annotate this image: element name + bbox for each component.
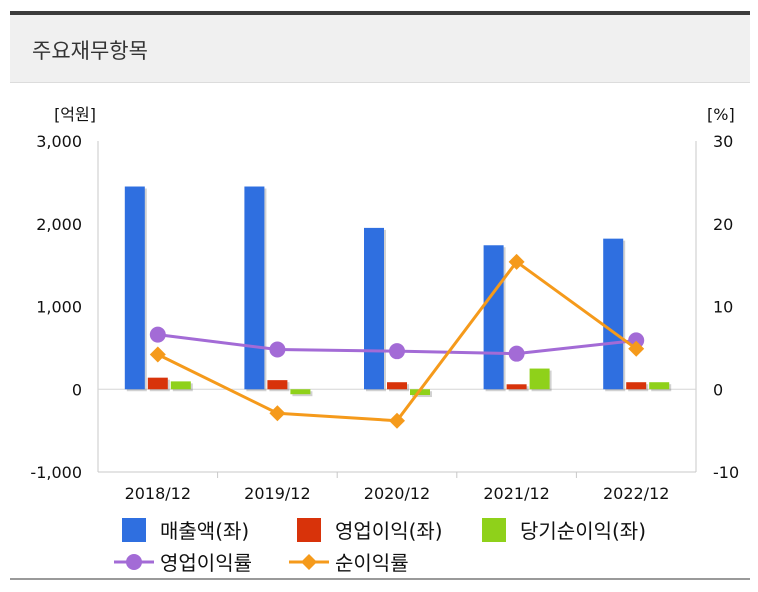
legend-label: 영업이익(좌) [335, 519, 443, 543]
right-tick-label: 20 [713, 215, 733, 234]
bar [364, 227, 384, 390]
bottom-rule [10, 578, 750, 580]
left-axis-unit: [억원] [54, 105, 96, 124]
legend-marker [301, 554, 317, 570]
left-tick-label: 3,000 [36, 132, 82, 151]
left-tick-label: 2,000 [36, 215, 82, 234]
legend-swatch [482, 518, 506, 542]
x-tick-label: 2020/12 [364, 484, 430, 503]
line-point [149, 346, 166, 363]
bar [147, 377, 168, 390]
left-tick-label: 1,000 [36, 298, 82, 317]
bar [649, 382, 670, 390]
bar [387, 382, 407, 390]
right-tick-label: 30 [713, 132, 733, 151]
bar [290, 389, 311, 395]
legend-swatch [297, 518, 321, 542]
line-point [269, 405, 286, 422]
series-line [157, 260, 638, 423]
line-point [508, 253, 525, 270]
right-tick-label: -10 [713, 463, 739, 482]
panel-header: 주요재무항목 [10, 15, 750, 83]
legend-label: 매출액(좌) [160, 519, 249, 543]
bar [244, 186, 265, 390]
legend-label: 순이익률 [335, 551, 409, 575]
line-point [389, 343, 405, 360]
line-point [389, 412, 405, 429]
line-point [628, 340, 645, 357]
legend-swatch [122, 518, 146, 542]
top-rule [10, 11, 750, 15]
line-point [508, 345, 525, 362]
left-tick-label: -1,000 [30, 463, 82, 482]
right-tick-label: 10 [713, 298, 733, 317]
x-tick-label: 2019/12 [244, 484, 310, 503]
bar [626, 382, 647, 390]
bar [603, 238, 624, 390]
line-point [269, 341, 286, 358]
left-tick-label: 0 [72, 380, 82, 399]
legend-marker [126, 554, 142, 570]
line-point [149, 326, 166, 343]
bar [483, 245, 504, 390]
panel-title: 주요재무항목 [32, 39, 148, 63]
legend-label: 영업이익률 [160, 551, 252, 575]
x-tick-label: 2022/12 [603, 484, 669, 503]
x-tick-label: 2021/12 [483, 484, 549, 503]
bar [506, 384, 527, 390]
bar [529, 368, 550, 390]
legend-label: 당기순이익(좌) [520, 519, 646, 543]
x-tick-label: 2018/12 [125, 484, 191, 503]
bar [124, 186, 145, 390]
right-axis-unit: [%] [707, 105, 735, 124]
right-tick-label: 0 [713, 380, 723, 399]
bar [267, 380, 288, 390]
bar [170, 381, 191, 390]
